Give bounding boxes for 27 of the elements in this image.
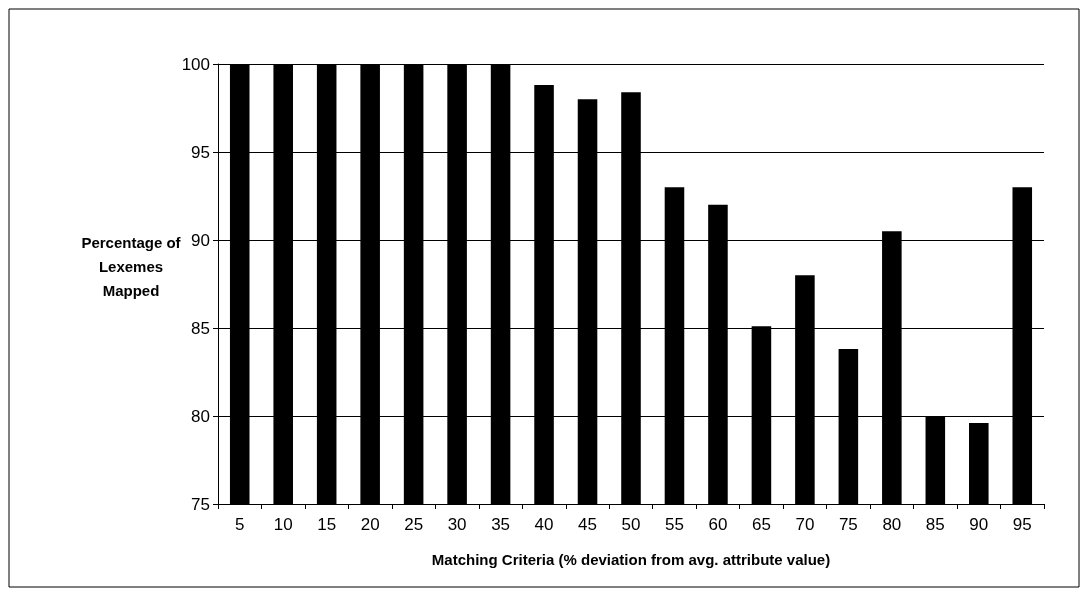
x-tick-label: 30 [447,515,467,534]
x-tick-label: 35 [491,515,511,534]
x-tick-label: 10 [273,515,293,534]
x-tick-label: 80 [882,515,902,534]
x-axis-title: Matching Criteria (% deviation from avg. attribute value) [431,551,831,568]
x-tick-label: 25 [404,515,424,534]
x-tick-label: 60 [708,515,728,534]
y-tick-label: 75 [191,494,210,514]
x-tick-label: 45 [578,515,597,534]
y-tick-label: 85 [191,318,210,338]
y-tick-label: 90 [191,230,210,250]
x-tick-label: 85 [925,515,945,534]
x-tick-label: 90 [969,515,989,534]
x-tick-label: 20 [360,515,380,534]
x-tick-label: 95 [1012,515,1032,534]
x-tick-label: 65 [751,515,771,534]
x-tick-label: 5 [235,515,245,534]
y-tick-label: 95 [191,142,210,162]
y-axis-title: Percentage of Lexemes Mapped [81,233,182,299]
x-tick-label: 50 [621,515,641,534]
y-tick-label: 80 [191,406,210,426]
x-tick-label: 75 [838,515,858,534]
x-tick-label: 15 [317,515,337,534]
y-tick-label: 100 [181,54,210,74]
x-tick-label: 40 [534,515,554,534]
x-tick-label: 70 [795,515,815,534]
x-tick-label: 55 [665,515,684,534]
